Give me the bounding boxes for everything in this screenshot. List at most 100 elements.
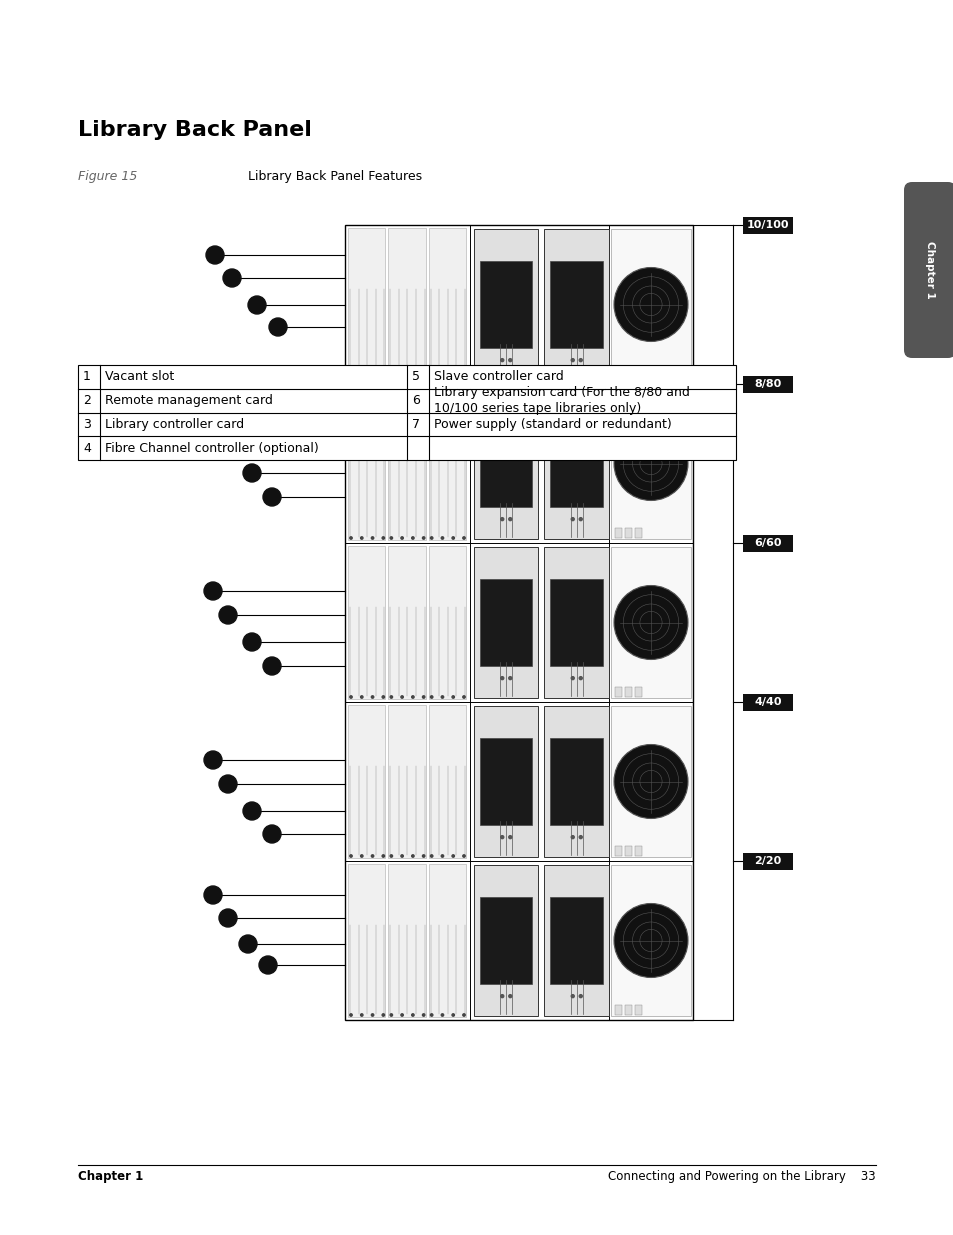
Circle shape [350,537,352,540]
Text: Library Back Panel: Library Back Panel [78,120,312,140]
Circle shape [248,296,266,314]
Circle shape [500,358,503,362]
Circle shape [422,537,424,540]
Circle shape [462,378,465,380]
Bar [544,864,608,1016]
Bar [624,1005,631,1015]
Bar [610,864,690,1016]
Circle shape [263,488,281,506]
Text: Library Back Panel Features: Library Back Panel Features [248,170,421,183]
Bar [544,706,608,857]
Bar [615,846,621,856]
Circle shape [412,695,414,698]
Circle shape [614,426,687,500]
Circle shape [412,537,414,540]
Circle shape [578,677,581,679]
Circle shape [571,517,574,521]
Bar [474,706,537,857]
Circle shape [441,855,443,857]
Circle shape [441,695,443,698]
Circle shape [578,994,581,998]
Circle shape [360,855,362,857]
Text: 4/40: 4/40 [754,697,781,706]
Bar [742,216,792,233]
Circle shape [571,836,574,839]
Circle shape [371,695,374,698]
Bar [78,366,735,459]
Circle shape [400,537,403,540]
Circle shape [452,1014,454,1016]
Text: 10/100 series tape libraries only): 10/100 series tape libraries only) [434,403,640,415]
Text: 7: 7 [412,417,419,431]
Bar [479,420,532,508]
Circle shape [204,582,222,600]
Bar [624,369,631,379]
Bar [742,535,792,552]
Bar [479,579,532,666]
Bar [550,737,602,825]
Circle shape [360,695,362,698]
Bar [635,529,641,538]
Circle shape [219,909,236,927]
Circle shape [223,269,241,287]
Circle shape [578,358,581,362]
Circle shape [390,855,392,857]
Circle shape [382,378,384,380]
Circle shape [350,378,352,380]
Text: 2: 2 [83,394,91,408]
Bar [550,579,602,666]
Text: 8/80: 8/80 [754,379,781,389]
Circle shape [422,695,424,698]
Circle shape [382,537,384,540]
Circle shape [578,836,581,839]
Circle shape [204,751,222,769]
Circle shape [430,855,433,857]
Bar [474,388,537,538]
Circle shape [412,855,414,857]
Bar [345,225,692,1020]
Circle shape [571,677,574,679]
Circle shape [219,776,236,793]
Bar [610,228,690,380]
Circle shape [500,517,503,521]
Circle shape [400,855,403,857]
Circle shape [422,378,424,380]
Circle shape [400,378,403,380]
Circle shape [360,1014,362,1016]
Circle shape [571,994,574,998]
Circle shape [400,695,403,698]
Circle shape [452,855,454,857]
Circle shape [206,246,224,264]
Bar [388,228,425,382]
Bar [348,387,385,540]
Bar [388,387,425,540]
Text: Library expansion card (For the 8/80 and: Library expansion card (For the 8/80 and [434,387,689,399]
Bar [544,228,608,380]
Circle shape [462,695,465,698]
Circle shape [614,904,687,977]
Circle shape [508,677,511,679]
Bar [635,846,641,856]
Circle shape [614,745,687,819]
Circle shape [360,537,362,540]
Circle shape [390,1014,392,1016]
Circle shape [614,268,687,342]
Text: 6: 6 [412,394,419,408]
Bar [742,375,792,393]
Circle shape [422,855,424,857]
Text: Library controller card: Library controller card [105,417,244,431]
Bar [624,687,631,697]
Circle shape [430,695,433,698]
Bar [348,546,385,699]
Text: Power supply (standard or redundant): Power supply (standard or redundant) [434,417,671,431]
Circle shape [412,378,414,380]
Bar [742,694,792,710]
Bar [474,547,537,698]
Text: 2/20: 2/20 [754,856,781,866]
Circle shape [462,1014,465,1016]
Circle shape [441,537,443,540]
Bar [388,546,425,699]
Bar [474,228,537,380]
Text: 4: 4 [83,442,91,454]
Bar [544,388,608,538]
